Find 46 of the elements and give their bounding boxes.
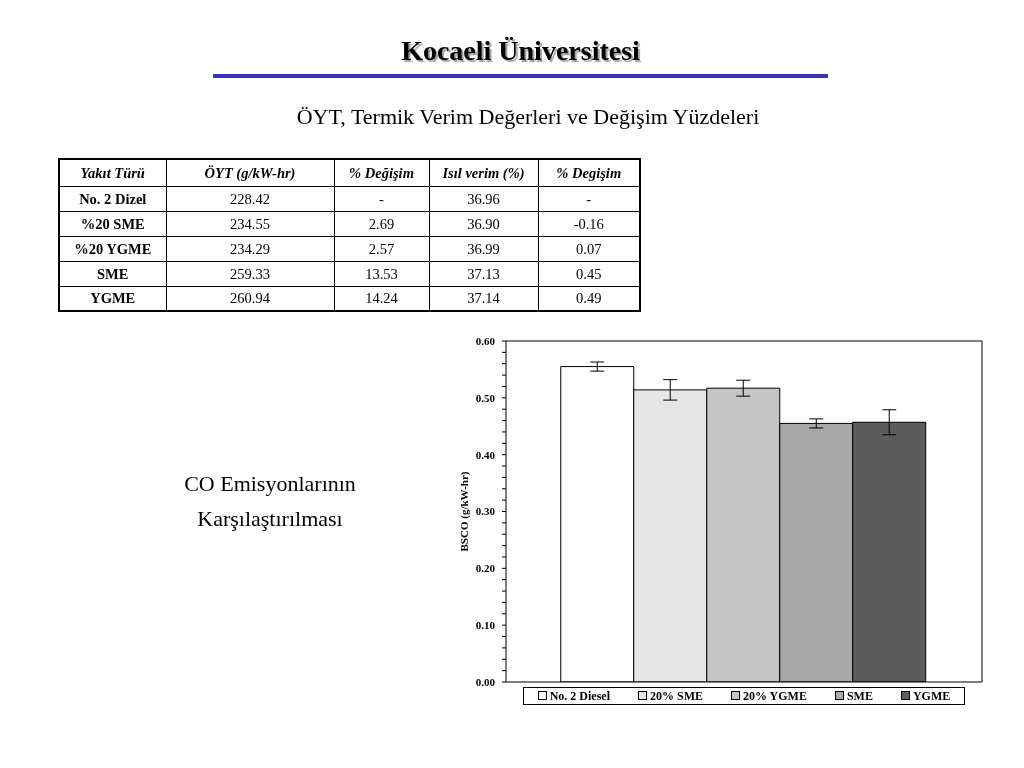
legend-label: 20% SME — [650, 688, 704, 703]
y-tick-label: 0.40 — [475, 448, 496, 461]
category-label: %20 YGME — [59, 236, 166, 261]
data-label: 0.07 — [538, 236, 640, 261]
y-tick-label: 0.30 — [475, 505, 496, 518]
text: ÖYT (g/kW-hr) — [204, 164, 296, 181]
data-label: - — [334, 186, 429, 211]
legend-label: 20% YGME — [743, 688, 807, 703]
legend-label: No. 2 Diesel — [549, 688, 611, 703]
text: Yakıt Türü — [80, 164, 145, 181]
data-label: 37.14 — [429, 286, 538, 311]
data-label: -0.16 — [538, 211, 640, 236]
y-tick-label: 0.20 — [475, 562, 496, 575]
data-label: - — [538, 186, 640, 211]
data-label: 228.42 — [166, 186, 334, 211]
data-label: 36.99 — [429, 236, 538, 261]
legend-label: SME — [846, 688, 873, 703]
y-tick-label: 0.10 — [475, 619, 496, 632]
data-label: 14.24 — [334, 286, 429, 311]
text: ÖYT, Termik Verim Değerleri ve Değişim Yüzdeleri — [295, 103, 761, 131]
data-label: 36.96 — [429, 186, 538, 211]
data-label: 2.57 — [334, 236, 429, 261]
data-label: 13.53 — [334, 261, 429, 286]
data-label: 259.33 — [166, 261, 334, 286]
text: % Değişim — [349, 164, 414, 181]
data-label: 36.90 — [429, 211, 538, 236]
y-tick-label: 0.00 — [475, 675, 496, 688]
data-label: 37.13 — [429, 261, 538, 286]
text: % Degişim — [556, 164, 622, 181]
data-label: 0.45 — [538, 261, 640, 286]
y-tick-label: 0.60 — [475, 334, 496, 347]
text: Kocaeli Üniversitesi — [400, 34, 641, 68]
data-label: 234.29 — [166, 236, 334, 261]
category-label: YGME — [59, 286, 166, 311]
text: CO Emisyonlarının Karşılaştırılması — [183, 470, 357, 533]
category-label: %20 SME — [59, 211, 166, 236]
data-label: 234.55 — [166, 211, 334, 236]
data-label: 0.49 — [538, 286, 640, 311]
legend-label: YGME — [912, 688, 951, 703]
text: Isıl verim (%) — [442, 164, 525, 181]
y-axis-title: BSCO (g/kW-hr) — [457, 471, 471, 552]
data-label: 260.94 — [166, 286, 334, 311]
data-label: 2.69 — [334, 211, 429, 236]
category-label: SME — [59, 261, 166, 286]
y-tick-label: 0.50 — [475, 391, 496, 404]
category-label: No. 2 Dizel — [59, 186, 166, 211]
